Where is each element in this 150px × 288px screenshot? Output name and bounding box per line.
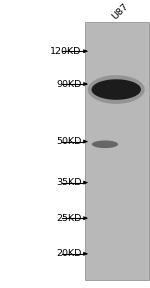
Text: 90KD: 90KD	[56, 79, 82, 88]
Text: U87: U87	[110, 1, 130, 21]
Ellipse shape	[88, 75, 145, 104]
Bar	[85, 22, 148, 280]
Ellipse shape	[92, 141, 118, 148]
Ellipse shape	[92, 79, 141, 100]
Text: 25KD: 25KD	[56, 214, 82, 223]
Text: 35KD: 35KD	[56, 178, 82, 187]
Text: 20KD: 20KD	[56, 249, 82, 258]
Text: 120KD: 120KD	[50, 47, 82, 56]
Text: 50KD: 50KD	[56, 137, 82, 146]
